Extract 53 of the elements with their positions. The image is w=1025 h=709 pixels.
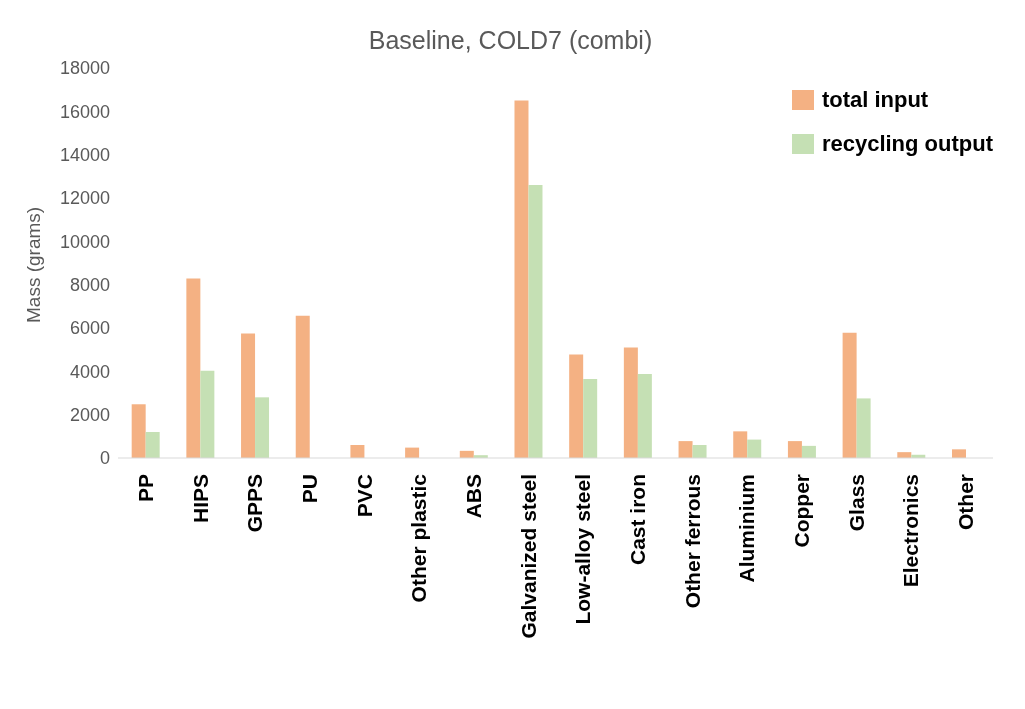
y-tick-label: 10000 <box>59 231 110 252</box>
x-tick-label: HIPS <box>188 474 212 524</box>
chart-title: Baseline, COLD7 (combi) <box>367 26 654 55</box>
bar <box>678 441 693 458</box>
x-tick-label: Other <box>954 474 978 531</box>
y-tick-label: 18000 <box>59 58 110 79</box>
legend-label: recycling output <box>821 131 993 157</box>
y-tick-label: 8000 <box>69 275 110 296</box>
y-tick-label: 16000 <box>59 101 110 122</box>
bar <box>200 370 215 458</box>
x-tick-label: ABS <box>461 474 485 519</box>
bar <box>186 278 201 458</box>
y-tick-label: 4000 <box>69 361 110 382</box>
x-tick-label: Electronics <box>899 474 923 588</box>
x-tick-label: Copper <box>790 474 814 548</box>
bar <box>295 315 310 458</box>
bar <box>131 404 146 458</box>
bar <box>637 373 652 458</box>
x-tick-label: Low-alloy steel <box>571 474 595 625</box>
x-tick-label: PVC <box>352 474 376 518</box>
y-tick-label: 0 <box>99 448 110 469</box>
x-tick-label: Other plastic <box>407 473 431 603</box>
bar <box>787 441 802 458</box>
x-tick-label: Cast iron <box>626 474 650 566</box>
x-tick-label: Other ferrous <box>680 474 704 609</box>
bar <box>255 397 270 458</box>
x-tick-label: PU <box>297 474 321 504</box>
bar <box>747 439 762 458</box>
bar <box>569 354 584 458</box>
bar <box>528 185 543 458</box>
y-tick-label: 12000 <box>59 188 110 209</box>
x-tick-label: GPPS <box>243 474 267 533</box>
y-tick-label: 6000 <box>69 318 110 339</box>
y-axis-title: Mass (grams) <box>22 206 44 323</box>
bar <box>583 378 598 458</box>
bar <box>692 445 707 458</box>
bar <box>350 445 365 458</box>
x-tick-label: PP <box>133 474 157 503</box>
legend-label: total input <box>821 87 929 113</box>
x-tick-label: Glass <box>844 474 868 532</box>
bar <box>145 432 160 458</box>
bar <box>801 445 816 458</box>
bar <box>951 449 966 458</box>
bar <box>733 431 748 458</box>
y-tick-label: 2000 <box>69 405 110 426</box>
bar <box>623 347 638 458</box>
x-tick-label: Galvanized steel <box>516 474 540 639</box>
bar <box>241 333 256 458</box>
bar <box>856 398 871 458</box>
y-tick-label: 14000 <box>59 145 110 166</box>
bar <box>842 332 857 458</box>
bar <box>514 100 529 458</box>
x-tick-label: Aluminium <box>735 474 759 583</box>
